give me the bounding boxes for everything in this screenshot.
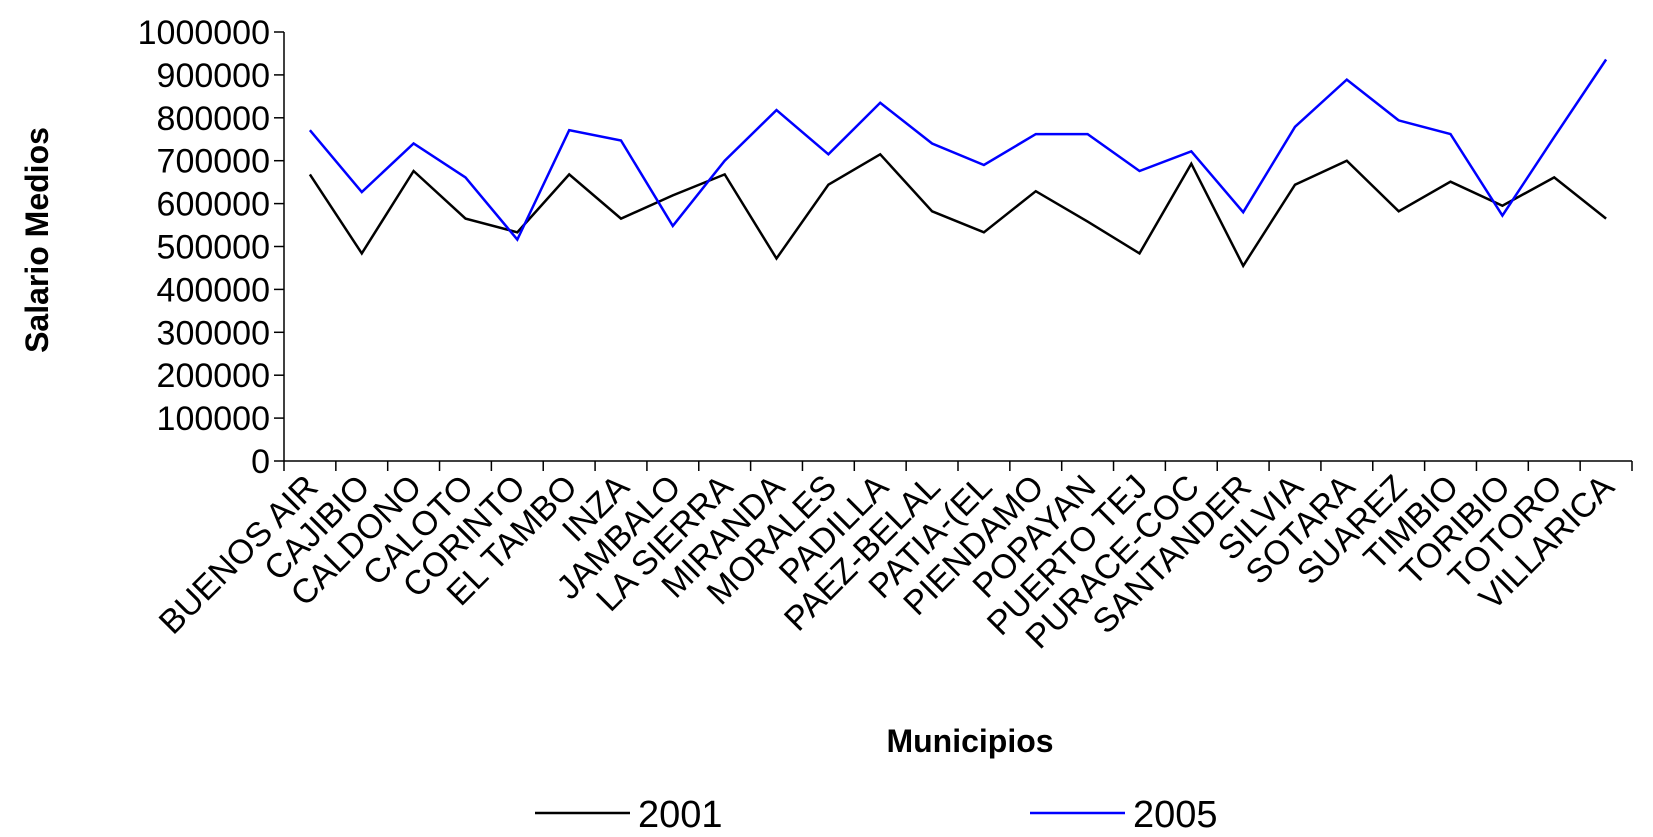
legend-label: 2005 [1133, 794, 1218, 836]
legend-label: 2001 [638, 794, 723, 836]
y-tick-label: 800000 [157, 100, 270, 138]
line-series [308, 152, 1607, 269]
x-axis-title: Municipios [886, 723, 1053, 759]
line-series [308, 58, 1608, 242]
y-tick-label: 0 [251, 443, 270, 481]
y-tick-label: 900000 [157, 57, 270, 95]
y-tick-label: 700000 [157, 143, 270, 181]
y-axis-title: Salario Medios [19, 127, 55, 353]
y-tick-label: 600000 [157, 186, 270, 224]
y-tick-label: 200000 [157, 357, 270, 395]
y-tick-label: 300000 [157, 314, 270, 352]
y-tick-label: 400000 [157, 271, 270, 309]
y-tick-label: 100000 [157, 400, 270, 438]
y-tick-label: 500000 [157, 229, 270, 267]
y-tick-label: 1000000 [138, 14, 270, 52]
